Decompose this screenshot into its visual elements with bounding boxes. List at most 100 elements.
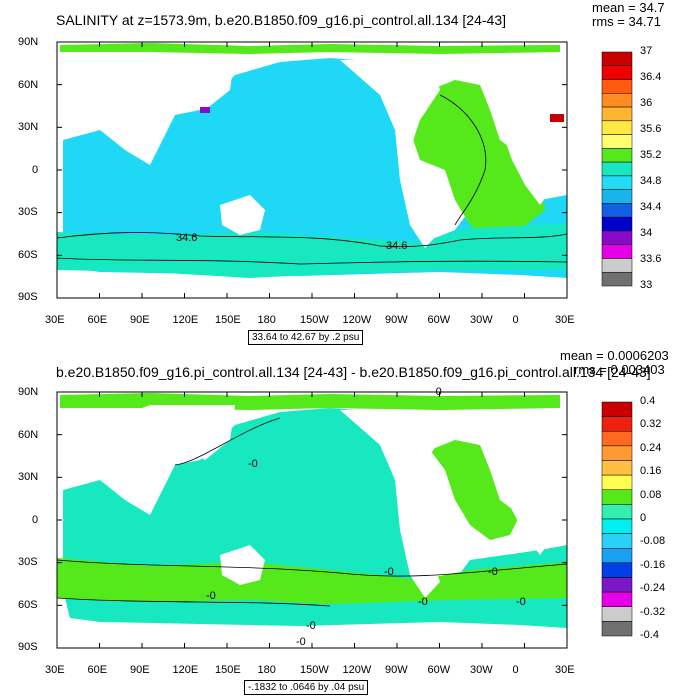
top-colorbar-label: 34.4	[640, 201, 662, 213]
bottom-contour-1	[57, 559, 567, 577]
bottom-land-africa	[505, 475, 567, 555]
top-colorbar-box	[601, 161, 633, 177]
bottom-colorbar-box	[601, 591, 633, 607]
bottom-lat-label: 60S	[18, 599, 38, 611]
bottom-green-south	[57, 558, 567, 604]
top-lon-label: 30E	[45, 314, 65, 326]
top-colorbar-label: 34.8	[640, 175, 662, 187]
bottom-mean-label: mean = 0.0006203	[560, 348, 669, 363]
bottom-rms-label: rms = 0.003403	[574, 362, 665, 377]
top-colorbar-box	[601, 134, 633, 149]
top-lon-label: 150W	[300, 314, 329, 326]
top-colorbar-label: 34	[640, 227, 653, 239]
bottom-colorbar-label: 0.4	[640, 395, 656, 407]
bottom-lon-label: 150E	[215, 664, 241, 676]
bottom-lon-label: 60W	[427, 664, 451, 676]
top-colorbar	[601, 51, 633, 287]
top-colorbar-box	[601, 230, 633, 245]
top-lat-label: 90N	[18, 36, 39, 48]
top-lat-label: 60N	[18, 79, 39, 91]
bottom-colorbar-box	[601, 504, 633, 520]
bottom-colorbar-label: -0.16	[640, 558, 666, 571]
bottom-contour-label: -0	[206, 590, 216, 602]
bottom-colorbar-box	[601, 606, 633, 622]
top-lat-label: 30S	[18, 206, 38, 218]
top-lon-label: 30E	[555, 314, 575, 326]
bottom-colorbar-box	[601, 445, 633, 461]
top-salinity-map	[57, 42, 567, 298]
bottom-colorbar-box	[601, 548, 633, 564]
top-contour-346	[57, 232, 567, 247]
bottom-land-australia	[220, 545, 265, 585]
bottom-colorbar-box	[601, 416, 633, 432]
top-land-africa	[505, 125, 567, 205]
top-colorbar-box	[601, 51, 633, 67]
bottom-colorbar-label: 0.24	[640, 441, 662, 454]
bottom-colorbar-label: -0.32	[640, 605, 666, 618]
top-contour-label: 34.6	[386, 240, 408, 252]
bottom-contour-2	[57, 597, 331, 607]
top-lon-label: 60E	[87, 314, 108, 326]
top-colorbar-label: 33	[640, 279, 653, 291]
bottom-colorbar-label: -0.24	[640, 582, 666, 595]
bottom-lon-label: 60E	[87, 664, 108, 676]
top-range-box: 33.64 to 42.67 by .2 psu	[248, 330, 364, 345]
bottom-contour-label: -0	[516, 596, 526, 608]
bottom-colorbar-label: 0.16	[640, 465, 662, 478]
bottom-lon-label: 150W	[300, 664, 329, 676]
top-lon-label: 60W	[427, 314, 451, 326]
bottom-lon-label: 120E	[172, 664, 199, 676]
bottom-colorbar-label: 0.32	[640, 418, 662, 431]
top-colorbar-label: 33.6	[640, 253, 662, 265]
top-land-australia	[220, 195, 265, 235]
bottom-colorbar-box	[601, 401, 633, 417]
top-colorbar-label: 35.2	[640, 149, 662, 161]
bottom-colorbar-label: 0.08	[640, 488, 662, 501]
top-colorbar-box	[601, 244, 633, 259]
bottom-lon-label: 90W	[385, 664, 408, 676]
top-colorbar-label: 36.4	[640, 71, 662, 83]
bottom-colorbar-label: 0	[640, 512, 647, 524]
top-colorbar-label: 37	[640, 45, 653, 57]
bottom-colorbar-box	[601, 431, 633, 447]
top-land-americas	[340, 60, 440, 248]
bottom-colorbar-label: -0.08	[640, 535, 666, 548]
bottom-colorbar	[601, 401, 633, 637]
bottom-lon-label: 90E	[130, 664, 150, 676]
top-colorbar-box	[601, 79, 633, 94]
bottom-range-box: -.1832 to .0646 by .04 psu	[244, 680, 369, 695]
bottom-lon-label: 30E	[45, 664, 65, 676]
bottom-lat-label: 60N	[18, 429, 39, 441]
top-colorbar-label: 36	[640, 97, 653, 109]
bottom-colorbar-label: -0.4	[640, 629, 659, 641]
top-colorbar-box	[601, 148, 633, 163]
top-atlantic-field	[410, 80, 545, 240]
bottom-lat-label: 90N	[18, 386, 39, 398]
top-lon-label: 120E	[172, 314, 199, 326]
top-colorbar-box	[601, 93, 633, 108]
top-plot-title: SALINITY at z=1573.9m, b.e20.B1850.f09_g…	[56, 12, 506, 28]
top-mean-label: mean = 34.7	[592, 0, 665, 15]
top-rms-label: rms = 34.71	[592, 14, 662, 29]
top-lon-label: 0	[512, 314, 519, 326]
bottom-lat-label: 30N	[18, 471, 39, 483]
top-colorbar-box	[601, 189, 633, 204]
bottom-colorbar-box	[601, 621, 633, 637]
bottom-colorbar-box	[601, 533, 633, 549]
bottom-lon-label: 180	[257, 664, 276, 676]
bottom-colorbar-box	[601, 577, 633, 593]
bottom-colorbar-box	[601, 518, 633, 534]
bottom-colorbar-box	[601, 562, 633, 578]
top-lat-label: 60S	[18, 249, 38, 261]
bottom-contour-label: -0	[418, 596, 428, 608]
top-colorbar-box	[601, 106, 633, 122]
bottom-lat-label: 0	[32, 514, 39, 526]
top-land-asia	[110, 55, 235, 120]
bottom-green-atlantic	[430, 440, 520, 540]
top-southern-band	[57, 224, 567, 278]
top-colorbar-label: 35.6	[640, 123, 662, 135]
top-contour-label: 34.6	[176, 232, 198, 244]
top-lon-label: 90E	[130, 314, 150, 326]
top-colorbar-box	[601, 203, 633, 218]
